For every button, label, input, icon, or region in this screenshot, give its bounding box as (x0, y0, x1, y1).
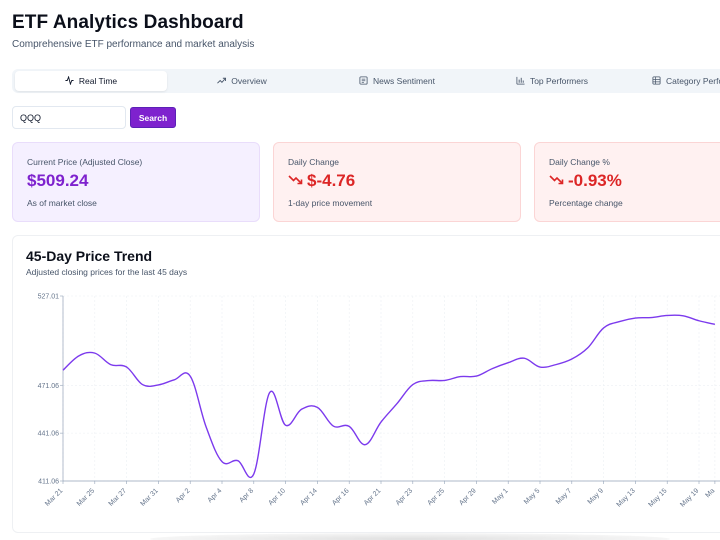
card-subtext: Percentage change (549, 198, 623, 208)
y-tick-label: 471.06 (38, 383, 60, 390)
x-tick-label: May 1 (491, 487, 510, 506)
x-tick-label: Apr 4 (207, 487, 224, 504)
tab-label: Top Performers (529, 76, 589, 86)
chart-title: 45-Day Price Trend (26, 248, 153, 264)
x-tick-label: Apr 10 (267, 487, 287, 507)
trending-down-icon (288, 171, 303, 191)
tab-top-performers[interactable]: Top Performers (477, 71, 627, 91)
x-tick-label: May 13 (616, 487, 637, 508)
x-tick-label: May 15 (647, 487, 668, 508)
trending-up-icon (217, 76, 227, 87)
x-tick-label: Apr 21 (363, 487, 383, 507)
x-tick-label: Apr 29 (458, 487, 478, 507)
card-label: Daily Change (288, 157, 340, 167)
x-tick-label: May 19 (679, 487, 700, 508)
current-price-card: Current Price (Adjusted Close) $509.24 A… (12, 142, 260, 222)
x-tick-label: Apr 14 (299, 487, 319, 507)
card-value-text: $509.24 (27, 171, 89, 190)
chart-subtitle: Adjusted closing prices for the last 45 … (26, 267, 188, 277)
x-tick-label: Apr 8 (238, 487, 255, 504)
x-tick-label: May 5 (523, 487, 542, 506)
card-subtext: 1-day price movement (288, 198, 373, 208)
bar-chart-icon (516, 76, 525, 87)
ticker-search-input[interactable] (12, 106, 126, 129)
x-tick-label: Mar 31 (139, 487, 159, 507)
x-tick-label: May 7 (555, 487, 574, 506)
bottom-shadow (150, 533, 670, 540)
page-subtitle: Comprehensive ETF performance and market… (12, 39, 255, 50)
tab-label: Real Time (78, 76, 118, 86)
price-line-series (62, 314, 716, 479)
newspaper-icon (359, 75, 368, 87)
tab-news-sentiment[interactable]: News Sentiment (317, 71, 477, 91)
tab-category-performance[interactable]: Category Perfo (652, 71, 720, 91)
y-tick-label: 441.06 (38, 431, 60, 438)
card-label: Current Price (Adjusted Close) (27, 157, 143, 167)
x-tick-label: Mar 21 (44, 487, 64, 507)
tab-label: News Sentiment (373, 76, 435, 86)
tab-overview[interactable]: Overview (167, 71, 317, 91)
card-value-text: -0.93% (568, 171, 622, 190)
card-value-text: $-4.76 (307, 171, 356, 190)
x-tick-label: Mar 25 (76, 487, 96, 507)
price-trend-card (12, 235, 720, 533)
x-tick-label: Apr 23 (395, 487, 415, 507)
x-tick-label: May 9 (587, 487, 606, 506)
grid-icon (652, 75, 661, 87)
trending-down-icon (549, 171, 564, 191)
y-tick-label: 527.01 (38, 294, 60, 301)
tab-bar: Real Time Overview News Sentiment Top Pe… (12, 69, 720, 93)
tab-label: Overview (231, 76, 267, 86)
daily-change-percent-card: Daily Change % -0.93% Percentage change (534, 142, 720, 222)
daily-change-card: Daily Change $-4.76 1-day price movement (273, 142, 521, 222)
tab-real-time[interactable]: Real Time (15, 71, 167, 91)
y-tick-label: 411.06 (38, 479, 59, 486)
daily-change-percent-value: -0.93% (549, 171, 719, 191)
x-tick-label: Mar 27 (108, 487, 128, 507)
daily-change-value: $-4.76 (288, 171, 506, 191)
x-tick-label: Apr 16 (331, 487, 351, 507)
card-subtext: As of market close (27, 198, 97, 208)
page-title: ETF Analytics Dashboard (12, 12, 244, 33)
search-button[interactable]: Search (130, 107, 176, 128)
x-tick-label: Ma (704, 487, 716, 499)
x-tick-label: Apr 25 (426, 487, 446, 507)
current-price-value: $509.24 (27, 171, 245, 191)
x-tick-label: Apr 2 (175, 487, 192, 504)
tab-label: Category Perfo (666, 76, 720, 86)
card-label: Daily Change % (549, 157, 610, 167)
activity-icon (65, 74, 74, 87)
